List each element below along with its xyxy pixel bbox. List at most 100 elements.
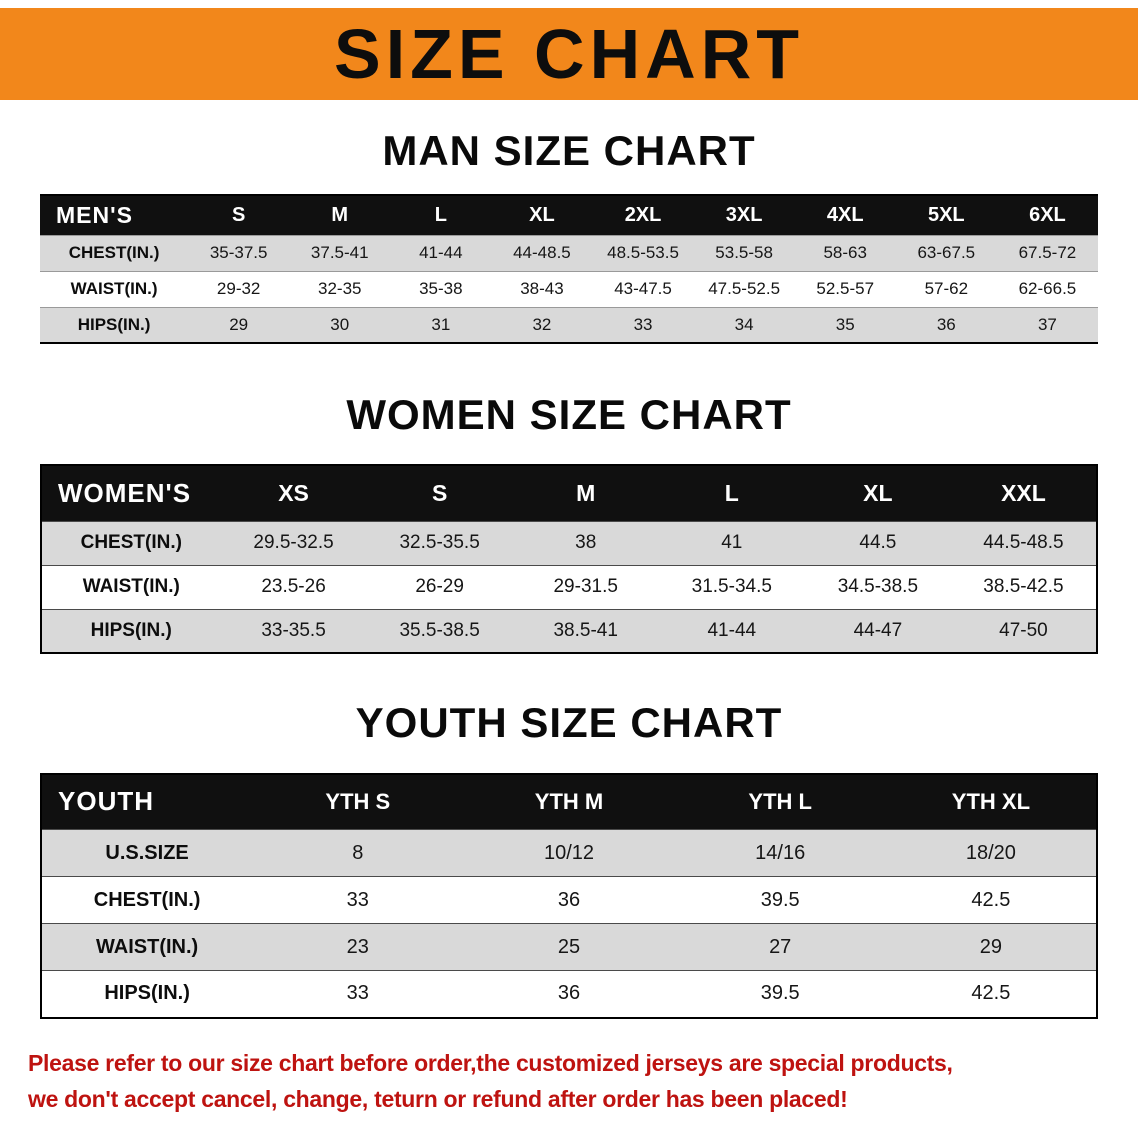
women-row-label: HIPS(IN.) xyxy=(90,620,172,642)
women-value-cell: 41-44 xyxy=(707,620,757,642)
men-data-row: HIPS(IN.) 29 30 31 32 33 34 35 36 37 xyxy=(40,307,1098,344)
men-row-label: HIPS(IN.) xyxy=(77,314,151,334)
men-value-cell: 37.5-41 xyxy=(310,243,369,263)
men-value-cell: 41-44 xyxy=(419,243,463,263)
youth-size-header: YTH L xyxy=(674,773,886,830)
youth-size-header: YTH XL xyxy=(885,773,1097,830)
men-data-row: WAIST(IN.) 29-32 32-35 35-38 38-43 43-47.5 47.… xyxy=(40,271,1098,308)
women-size-header: S xyxy=(366,465,513,522)
men-size-header: 3XL xyxy=(693,195,795,236)
women-value-cell: 26-29 xyxy=(415,576,464,598)
disclaimer-line-2: we don't accept cancel, change, teturn o… xyxy=(28,1086,848,1113)
men-value-cell: 53.5-58 xyxy=(715,243,773,263)
men-header-row: MEN'S S M L XL 2XL 3XL 4XL 5XL 6XL xyxy=(40,195,1098,236)
women-size-table: WOMEN'S XS S M L XL XXL CHEST(IN.) 29.5-32.5 32.5… xyxy=(40,464,1098,655)
men-value-cell: 32 xyxy=(532,314,552,334)
women-header-row: WOMEN'S XS S M L XL XXL xyxy=(41,465,1097,522)
women-corner-label: WOMEN'S xyxy=(41,465,221,522)
men-size-header: M xyxy=(289,195,391,236)
youth-data-row: CHEST(IN.) 33 36 39.5 42.5 xyxy=(41,876,1097,924)
men-value-cell: 34 xyxy=(734,314,754,334)
women-value-cell: 38 xyxy=(575,532,597,554)
men-value-cell: 29-32 xyxy=(216,279,261,299)
men-size-header: S xyxy=(188,195,290,236)
men-value-cell: 37 xyxy=(1037,314,1057,334)
women-value-cell: 44.5-48.5 xyxy=(983,532,1064,554)
women-value-cell: 44-47 xyxy=(853,620,903,642)
men-data-row: CHEST(IN.) 35-37.5 37.5-41 41-44 44-48.5 48.5… xyxy=(40,235,1098,272)
youth-value-cell: 23 xyxy=(346,935,369,958)
youth-value-cell: 39.5 xyxy=(760,888,800,911)
men-value-cell: 43-47.5 xyxy=(614,279,672,299)
women-value-cell: 38.5-41 xyxy=(553,620,618,642)
youth-header-row: YOUTH YTH S YTH M YTH L YTH XL xyxy=(41,773,1097,830)
women-row-label: WAIST(IN.) xyxy=(82,576,180,598)
men-size-header: 5XL xyxy=(895,195,997,236)
youth-row-label: U.S.SIZE xyxy=(105,841,189,864)
youth-row-label: HIPS(IN.) xyxy=(104,982,190,1005)
women-value-cell: 29-31.5 xyxy=(553,576,618,598)
women-size-header: XXL xyxy=(950,465,1097,522)
youth-data-row: U.S.SIZE 8 10/12 14/16 18/20 xyxy=(41,829,1097,877)
women-size-header: XS xyxy=(220,465,367,522)
men-size-header: L xyxy=(390,195,492,236)
men-value-cell: 32-35 xyxy=(318,279,362,299)
men-size-header: 4XL xyxy=(794,195,896,236)
men-value-cell: 67.5-72 xyxy=(1018,243,1077,263)
men-value-cell: 35-38 xyxy=(419,279,463,299)
men-value-cell: 29 xyxy=(229,314,249,334)
size-chart-title: SIZE CHART xyxy=(334,15,804,93)
youth-value-cell: 18/20 xyxy=(965,841,1016,864)
women-value-cell: 29.5-32.5 xyxy=(253,532,334,554)
men-value-cell: 31 xyxy=(431,314,451,334)
men-value-cell: 35-37.5 xyxy=(209,243,268,263)
youth-value-cell: 27 xyxy=(769,935,792,958)
youth-size-header: YTH M xyxy=(463,773,675,830)
women-section: WOMEN SIZE CHART WOMEN'S XS S M L XL XXL CHEST(… xyxy=(0,391,1138,655)
youth-value-cell: 29 xyxy=(979,935,1003,958)
men-value-cell: 52.5-57 xyxy=(816,279,875,299)
men-row-label: CHEST(IN.) xyxy=(68,243,160,263)
youth-value-cell: 8 xyxy=(352,841,364,864)
men-size-header: 6XL xyxy=(996,195,1098,236)
men-value-cell: 47.5-52.5 xyxy=(708,279,781,299)
men-value-cell: 63-67.5 xyxy=(917,243,976,263)
women-value-cell: 31.5-34.5 xyxy=(691,576,772,598)
women-data-row: HIPS(IN.) 33-35.5 35.5-38.5 38.5-41 41-44 44-… xyxy=(41,609,1097,654)
women-value-cell: 44.5 xyxy=(859,532,897,554)
youth-size-chart-heading: YOUTH SIZE CHART xyxy=(355,699,783,747)
youth-value-cell: 33 xyxy=(346,888,369,911)
men-size-header: XL xyxy=(491,195,593,236)
man-size-chart-heading: MAN SIZE CHART xyxy=(382,127,756,174)
youth-data-row: HIPS(IN.) 33 36 39.5 42.5 xyxy=(41,970,1097,1018)
women-data-row: CHEST(IN.) 29.5-32.5 32.5-35.5 38 41 44.5 44.5… xyxy=(41,521,1097,566)
men-value-cell: 44-48.5 xyxy=(513,243,571,263)
youth-row-label: WAIST(IN.) xyxy=(95,935,199,958)
men-value-cell: 48.5-53.5 xyxy=(607,243,679,263)
youth-section: YOUTH SIZE CHART YOUTH YTH S YTH M YTH L YTH… xyxy=(0,699,1138,1019)
men-value-cell: 62-66.5 xyxy=(1018,279,1077,299)
men-table-wrap: MEN'S S M L XL 2XL 3XL 4XL 5XL 6XL CHEST(IN.) 35-37… xyxy=(0,194,1138,345)
size-chart-banner: SIZE CHART xyxy=(0,8,1138,100)
women-size-header: M xyxy=(512,465,659,522)
youth-value-cell: 33 xyxy=(346,982,369,1005)
men-corner-label: MEN'S xyxy=(40,195,189,236)
women-table-wrap: WOMEN'S XS S M L XL XXL CHEST(IN.) 29.5-32.5 32.5… xyxy=(0,464,1138,655)
youth-value-cell: 36 xyxy=(557,888,581,911)
youth-value-cell: 14/16 xyxy=(755,841,806,864)
men-row-label: WAIST(IN.) xyxy=(70,279,158,299)
men-size-header: 2XL xyxy=(592,195,694,236)
youth-value-cell: 42.5 xyxy=(971,982,1011,1005)
women-value-cell: 47-50 xyxy=(999,620,1048,642)
youth-value-cell: 25 xyxy=(557,935,581,958)
youth-value-cell: 10/12 xyxy=(543,841,595,864)
men-size-table: MEN'S S M L XL 2XL 3XL 4XL 5XL 6XL CHEST(IN.) 35-37… xyxy=(40,194,1098,345)
women-value-cell: 35.5-38.5 xyxy=(399,620,480,642)
youth-table-wrap: YOUTH YTH S YTH M YTH L YTH XL U.S.SIZE 8 10/12… xyxy=(0,772,1138,1019)
women-data-row: WAIST(IN.) 23.5-26 26-29 29-31.5 31.5-34.5 34… xyxy=(41,565,1097,610)
women-value-cell: 32.5-35.5 xyxy=(399,532,480,554)
disclaimer-text: Please refer to our size chart before or… xyxy=(0,1019,1138,1119)
youth-value-cell: 42.5 xyxy=(971,888,1011,911)
youth-row-label: CHEST(IN.) xyxy=(93,888,201,911)
women-value-cell: 38.5-42.5 xyxy=(983,576,1064,598)
